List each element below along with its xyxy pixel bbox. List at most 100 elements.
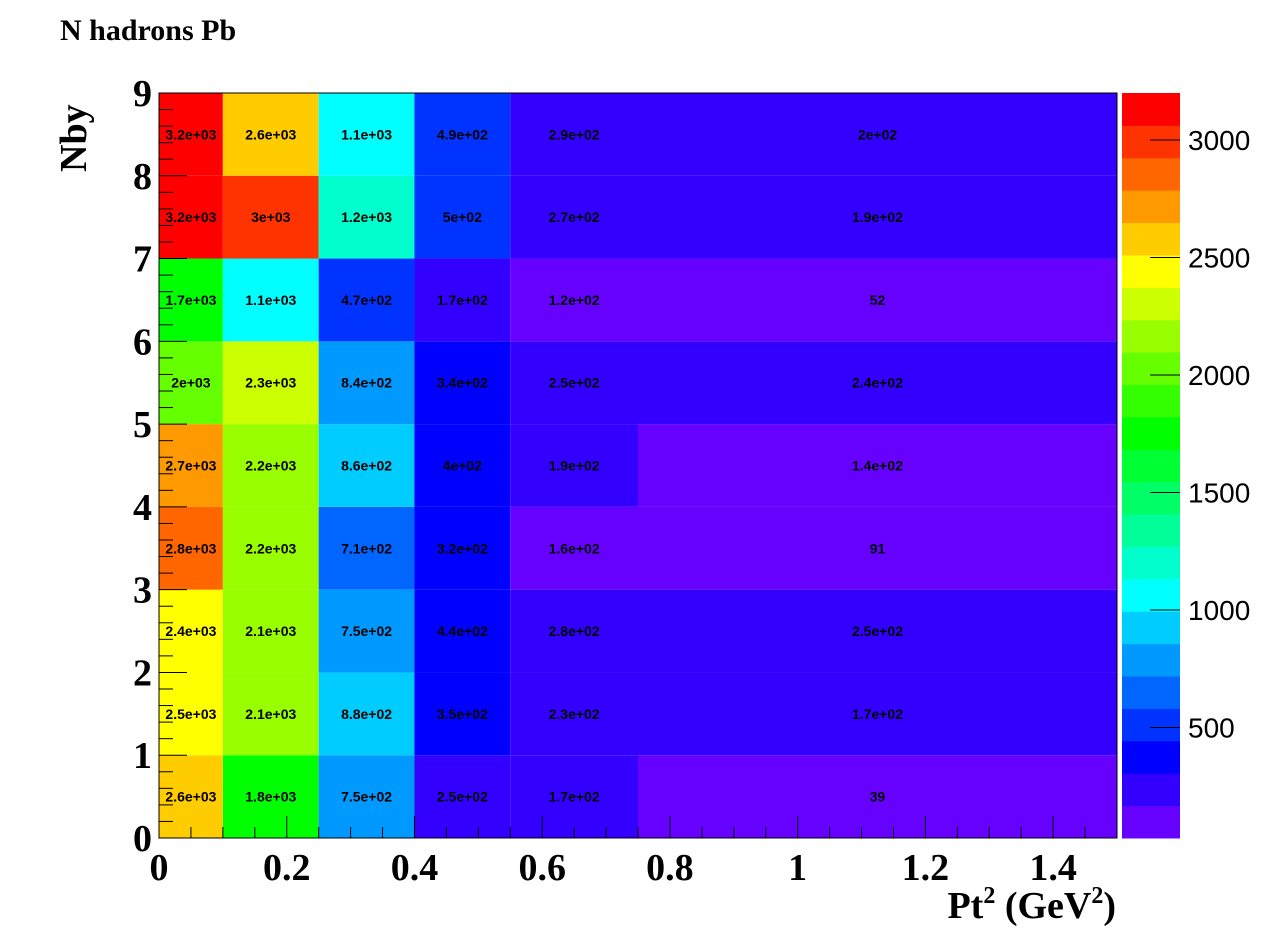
- cell-value-label: 2.1e+03: [245, 623, 296, 639]
- y-tick-label: 7: [133, 239, 152, 281]
- heatmap-cell: [638, 424, 1117, 507]
- cell-value-label: 52: [870, 292, 886, 308]
- cell-value-label: 2.8e+02: [549, 623, 600, 639]
- heatmap-cell: [318, 258, 415, 342]
- heatmap-cell: [159, 93, 223, 176]
- heatmap-cell: [414, 589, 511, 673]
- cell-value-label: 4.9e+02: [437, 126, 488, 142]
- cell-value-label: 2.5e+03: [165, 706, 216, 722]
- x-tick-label: 0.8: [646, 847, 694, 889]
- cell-value-label: 4e+02: [443, 458, 483, 474]
- x-tick-label: 0.2: [263, 847, 311, 889]
- heatmap-cell: [222, 424, 319, 507]
- color-scale-bar: 500 1000 1500 2000 2500 3000: [1122, 93, 1250, 839]
- heatmap-cell: [222, 589, 319, 673]
- heatmap-cell: [414, 93, 511, 176]
- cell-value-label: 4.4e+02: [437, 623, 488, 639]
- cell-value-label: 3.5e+02: [437, 706, 488, 722]
- color-scale-swatch: [1122, 643, 1180, 677]
- heatmap-cell: [222, 506, 319, 590]
- cell-value-label: 7.5e+02: [341, 623, 392, 639]
- heatmap-cell: [510, 341, 638, 425]
- x-axis-label: Pt2 (GeV2): [947, 883, 1116, 927]
- color-scale-swatch: [1122, 740, 1180, 774]
- x-tick-label: 1.2: [902, 847, 950, 889]
- color-scale-swatch: [1122, 578, 1180, 612]
- color-scale-swatch: [1122, 287, 1180, 321]
- heatmap-cell: [318, 424, 415, 507]
- color-scale-tick-label: 2000: [1188, 360, 1250, 391]
- heatmap-cell: [222, 93, 319, 176]
- color-scale-swatch: [1122, 676, 1180, 709]
- x-tick-label: 0: [150, 847, 169, 889]
- cell-value-label: 7.1e+02: [341, 540, 392, 556]
- cell-value-label: 1.8e+03: [245, 789, 296, 805]
- heatmap-cell: [414, 672, 511, 756]
- heatmap-cell: [222, 341, 319, 425]
- heatmap-cell: [414, 175, 511, 259]
- heatmap-cell: [318, 589, 415, 673]
- color-scale-swatch: [1122, 222, 1180, 256]
- color-scale-tick-label: 500: [1188, 713, 1235, 744]
- heatmap-cell: [414, 258, 511, 342]
- x-tick-label: 0.4: [391, 847, 439, 889]
- y-tick-label: 5: [133, 404, 152, 446]
- cell-value-label: 2.3e+02: [549, 706, 600, 722]
- y-tick-label: 0: [133, 818, 152, 860]
- color-scale-swatch: [1122, 611, 1180, 645]
- heatmap-cell: [159, 341, 223, 425]
- heatmap-cell: [159, 589, 223, 673]
- cell-value-label: 91: [870, 540, 886, 556]
- chart-title: N hadrons Pb: [60, 14, 236, 47]
- cell-value-label: 1.1e+03: [245, 292, 296, 308]
- cell-value-label: 8.8e+02: [341, 706, 392, 722]
- cell-value-label: 2.5e+02: [437, 789, 488, 805]
- heatmap-cell: [510, 672, 638, 756]
- color-scale-swatch: [1122, 352, 1180, 386]
- color-scale-swatch: [1122, 416, 1180, 450]
- color-scale-tick-label: 3000: [1188, 125, 1250, 156]
- heatmap-cell: [159, 672, 223, 756]
- heatmap-cell: [222, 175, 319, 259]
- heatmap-cell: [222, 258, 319, 342]
- color-scale-swatch: [1122, 514, 1180, 547]
- color-scale-swatch: [1122, 481, 1180, 515]
- cell-value-label: 2.2e+03: [245, 458, 296, 474]
- heatmap-cell: [414, 755, 511, 838]
- heatmap-cell: [318, 93, 415, 176]
- x-tick-label: 1.4: [1029, 847, 1077, 889]
- cell-value-label: 3.2e+02: [437, 540, 488, 556]
- cell-value-label: 2.7e+02: [549, 209, 600, 225]
- x-axis-label-sup1: 2: [983, 883, 995, 909]
- heatmap-cell: [510, 93, 638, 176]
- x-axis: 0 0.2 0.4 0.6 0.8 1 1.2 1.4: [150, 816, 1118, 889]
- color-scale-swatch: [1122, 125, 1180, 159]
- heatmap-cell: [638, 93, 1117, 176]
- heatmap-cell: [638, 175, 1117, 259]
- color-scale-tick-label: 2500: [1188, 243, 1250, 274]
- cell-value-label: 7.5e+02: [341, 789, 392, 805]
- color-scale-swatch: [1122, 93, 1180, 126]
- color-scale-swatch: [1122, 449, 1180, 483]
- cell-value-label: 2.1e+03: [245, 706, 296, 722]
- heatmap-cell: [510, 755, 638, 838]
- heatmap-cell: [510, 506, 638, 590]
- cell-value-label: 2.7e+03: [165, 458, 216, 474]
- color-scale-tick-label: 1000: [1188, 595, 1250, 626]
- cell-value-label: 2.3e+03: [245, 375, 296, 391]
- cell-value-label: 1.2e+02: [549, 292, 600, 308]
- x-tick-label: 1: [788, 847, 807, 889]
- heatmap-cell: [510, 424, 638, 507]
- y-tick-label: 6: [133, 321, 152, 363]
- cell-value-label: 2e+02: [858, 126, 898, 142]
- heatmap-cell: [638, 506, 1117, 590]
- cell-value-label: 3.2e+03: [165, 126, 216, 142]
- cell-value-label: 3e+03: [251, 209, 291, 225]
- color-scale-tick-label: 1500: [1188, 478, 1250, 509]
- heatmap-cell: [638, 589, 1117, 673]
- y-tick-label: 9: [133, 73, 152, 115]
- cell-value-label: 2.4e+02: [852, 375, 903, 391]
- color-scale-swatch: [1122, 773, 1180, 807]
- heatmap-cell: [638, 672, 1117, 756]
- cell-value-label: 1.1e+03: [341, 126, 392, 142]
